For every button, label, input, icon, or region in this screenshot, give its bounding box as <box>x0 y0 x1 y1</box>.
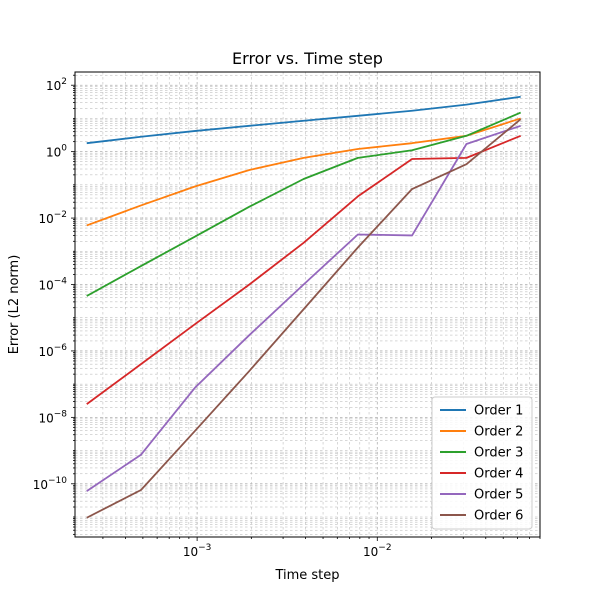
x-axis-label: Time step <box>274 568 339 583</box>
series-line-order-6 <box>86 118 522 519</box>
legend-entry-label: Order 2 <box>474 425 523 440</box>
x-axis: 10−3 10−2 <box>102 537 541 559</box>
legend-entry-label: Order 3 <box>474 446 523 461</box>
y-axis-label: Error (L2 norm) <box>7 255 22 355</box>
y-tick-label: 100 <box>46 144 67 160</box>
y-tick-label: 10−2 <box>38 210 67 226</box>
chart-title: Error vs. Time step <box>232 49 383 68</box>
legend-entry-label: Order 6 <box>474 509 523 524</box>
x-tick-label: 10−2 <box>363 543 392 559</box>
legend-entry-label: Order 4 <box>474 467 523 482</box>
y-tick-label: 10−4 <box>38 277 67 293</box>
series-line-order-5 <box>86 124 521 492</box>
y-tick-label: 10−10 <box>33 476 68 492</box>
legend-entry-label: Order 1 <box>474 404 523 419</box>
y-axis: 10−10 10−8 10−6 10−4 10−2 100 102 <box>33 74 75 535</box>
y-tick-label: 10−8 <box>38 409 67 425</box>
y-tick-label: 102 <box>46 77 67 93</box>
series-lines <box>86 95 522 519</box>
x-tick-label: 10−3 <box>183 543 212 559</box>
plot-frame <box>74 71 541 538</box>
series-line-order-1 <box>86 95 521 145</box>
legend-entry-label: Order 5 <box>474 488 523 503</box>
series-line-order-4 <box>86 134 522 405</box>
series-line-order-2 <box>86 117 521 227</box>
y-tick-label: 10−6 <box>38 343 67 359</box>
legend: Order 1 Order 2 Order 3 Order 4 Order 5 Order… <box>431 396 533 530</box>
series-line-order-3 <box>86 111 522 297</box>
